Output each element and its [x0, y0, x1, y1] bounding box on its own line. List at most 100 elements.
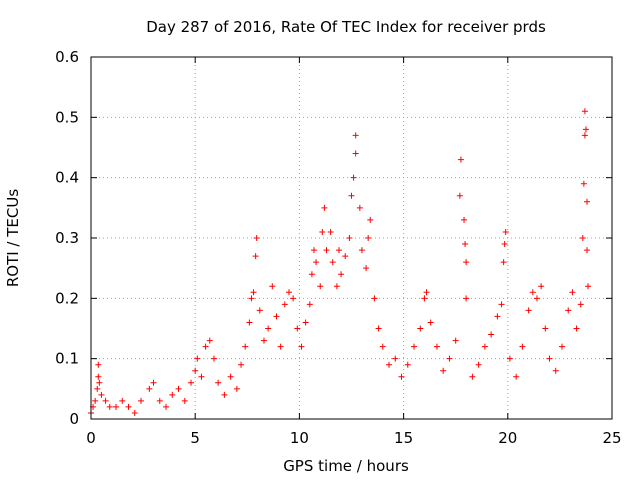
data-point	[475, 361, 482, 368]
data-point	[583, 247, 590, 254]
data-point	[188, 379, 195, 386]
data-point	[494, 313, 501, 320]
data-point	[573, 325, 580, 332]
y-axis-label: ROTI / TECUs	[4, 189, 22, 287]
data-point	[367, 216, 374, 223]
data-point	[398, 373, 405, 380]
data-point	[256, 307, 263, 314]
data-point	[375, 325, 382, 332]
data-point	[580, 180, 587, 187]
data-point	[365, 235, 372, 241]
data-point	[463, 295, 470, 302]
data-point	[298, 343, 305, 350]
x-tick-label: 15	[394, 429, 413, 447]
data-point	[321, 204, 328, 211]
data-point	[150, 379, 157, 386]
data-point	[371, 295, 378, 302]
data-point	[583, 198, 590, 205]
data-point	[338, 271, 345, 278]
data-point	[227, 373, 234, 380]
data-point	[500, 259, 507, 266]
data-point	[463, 259, 470, 266]
data-point	[102, 397, 109, 404]
data-point	[95, 361, 102, 368]
data-point	[379, 343, 386, 350]
data-point	[169, 391, 176, 398]
data-point	[92, 397, 99, 404]
data-point	[352, 132, 359, 139]
data-point	[581, 108, 588, 115]
data-point	[552, 367, 559, 374]
data-point	[569, 289, 576, 296]
data-point	[456, 192, 463, 199]
data-point	[317, 283, 324, 290]
data-point	[246, 319, 253, 326]
data-point	[146, 385, 153, 392]
data-point	[285, 289, 292, 296]
data-point	[457, 156, 464, 163]
data-point	[533, 295, 540, 302]
data-point	[433, 343, 440, 350]
data-point	[106, 403, 113, 410]
data-point	[138, 397, 145, 404]
data-point	[350, 174, 357, 181]
data-point	[411, 343, 418, 350]
data-point	[242, 343, 249, 350]
data-point	[248, 295, 255, 302]
data-point	[579, 235, 586, 241]
data-point	[206, 337, 213, 344]
data-point	[421, 295, 428, 302]
data-point	[281, 301, 288, 308]
data-point	[427, 319, 434, 326]
data-point	[323, 247, 330, 254]
data-point	[498, 301, 505, 308]
data-point	[558, 343, 565, 350]
y-tick-label: 0.1	[55, 350, 79, 368]
data-point	[94, 385, 101, 392]
data-point	[294, 325, 301, 332]
y-tick-label: 0.2	[55, 289, 79, 307]
data-point	[233, 385, 240, 392]
data-point	[542, 325, 549, 332]
x-tick-label: 5	[190, 429, 200, 447]
x-tick-label: 0	[86, 429, 96, 447]
data-point	[488, 331, 495, 338]
data-point	[250, 289, 257, 296]
data-point	[175, 385, 182, 392]
data-point	[348, 192, 355, 199]
data-point	[519, 343, 526, 350]
data-point	[501, 241, 508, 248]
data-point	[98, 391, 105, 398]
y-tick-label: 0.5	[55, 108, 79, 126]
axis-ticks: 0 5 10 15 20 25 0 0.1 0.2 0.3 0.4 0.5 0.6	[55, 48, 621, 447]
data-point	[96, 379, 103, 386]
data-point	[329, 259, 336, 266]
data-point	[221, 391, 228, 398]
y-tick-label: 0.4	[55, 169, 79, 187]
data-point	[319, 228, 326, 235]
data-point	[327, 228, 334, 235]
data-point	[308, 271, 315, 278]
data-point	[198, 373, 205, 380]
data-point	[310, 247, 317, 254]
data-point	[302, 319, 309, 326]
data-point	[290, 295, 297, 302]
y-tick-label: 0.6	[55, 48, 79, 66]
data-point	[417, 325, 424, 332]
data-points	[88, 108, 592, 416]
data-point	[333, 283, 340, 290]
x-tick-label: 10	[290, 429, 309, 447]
data-point	[423, 289, 430, 296]
data-point	[585, 283, 592, 290]
data-point	[546, 355, 553, 362]
data-point	[210, 355, 217, 362]
data-point	[342, 253, 349, 260]
data-point	[538, 283, 545, 290]
data-point	[469, 373, 476, 380]
data-point	[358, 247, 365, 254]
data-point	[253, 235, 260, 241]
data-point	[392, 355, 399, 362]
data-point	[446, 355, 453, 362]
data-point	[131, 409, 138, 416]
